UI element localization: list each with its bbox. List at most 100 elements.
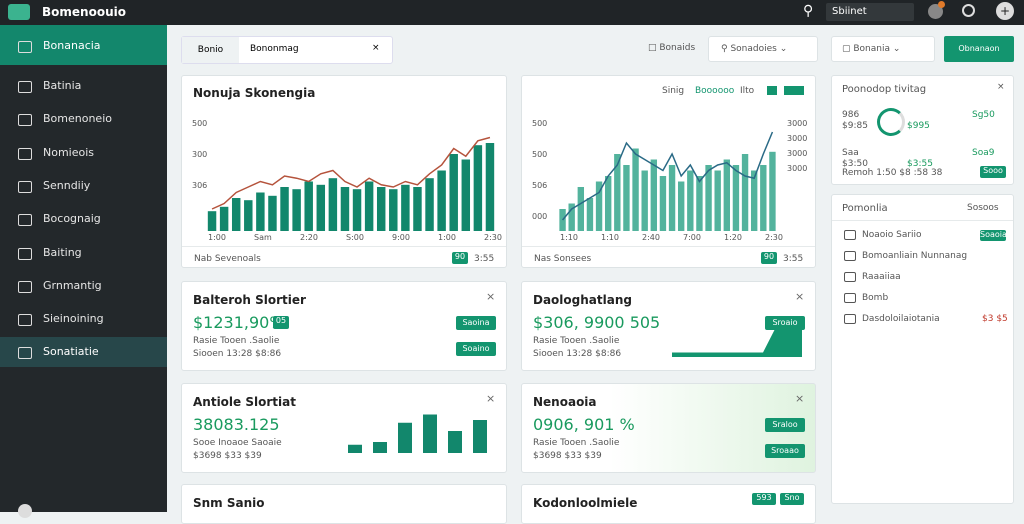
y-tick-label: 500 [532, 119, 547, 128]
panel-footer: Remoh 1:50 $8 :58 38 [842, 168, 943, 178]
card-button[interactable]: Soaino [456, 342, 496, 356]
card-detail: Sooe Inoaoe Saoaie [193, 438, 282, 448]
card-title: Nonuja Skonengia [193, 86, 316, 100]
close-icon[interactable]: × [486, 290, 496, 303]
y2-tick-label: 3000 [787, 119, 807, 128]
bar [769, 151, 776, 231]
list-item[interactable]: Dasdoloilaiotania [862, 314, 940, 324]
sidebar-item[interactable]: Grnmantig [0, 271, 167, 301]
sidebar-item[interactable]: Baiting [0, 238, 167, 268]
bar [623, 165, 630, 231]
sidebar-item[interactable]: Bomenoneio [0, 104, 167, 134]
bar [280, 187, 289, 231]
sidebar-item[interactable]: Sonatiatie [0, 337, 167, 368]
legend-swatch [767, 86, 777, 95]
sidebar-item-text: Batinia [43, 79, 82, 92]
card-button[interactable]: Sroaio [765, 316, 805, 330]
panel-value: $3:55 [907, 159, 933, 169]
sidebar-item[interactable]: Senndiiy [0, 171, 167, 201]
bar [292, 189, 301, 231]
list-item[interactable]: Bomoanliain Nunnanag [862, 251, 968, 261]
bar [568, 203, 575, 231]
sidebar-item[interactable]: Nomieois [0, 138, 167, 168]
card-title: Daologhatlang [533, 293, 632, 307]
dropdown[interactable]: ▢ Bonania ⌄ [831, 36, 935, 62]
card-button[interactable]: Sraloo [765, 418, 805, 432]
list-item[interactable]: Raaaiiaa [862, 272, 901, 282]
help-icon[interactable] [962, 4, 975, 17]
bar [268, 195, 277, 231]
sidebar-item-text: Grnmantig [43, 278, 102, 292]
sidebar-item[interactable]: Sieinoining [0, 304, 167, 334]
card-detail: $3698 $33 $39 [533, 451, 602, 461]
bar [741, 154, 749, 231]
bar [348, 444, 362, 453]
filter-text: Bonaids [659, 43, 696, 53]
bar [696, 176, 703, 231]
close-icon[interactable]: × [372, 43, 380, 53]
add-icon[interactable]: + [996, 2, 1014, 20]
x-tick-label: 1:00 [438, 233, 456, 241]
panel-value: $995 [907, 121, 930, 131]
bar [244, 200, 253, 231]
bar [677, 181, 685, 231]
bar [595, 181, 603, 231]
card-button[interactable]: Saoina [456, 316, 496, 330]
panel: Poonodop tivitag × 986 Sg50 $9:85 $995 Saa Soa9… [831, 75, 1014, 185]
list-icon [844, 272, 856, 282]
bar [304, 181, 313, 231]
bar [256, 192, 265, 231]
list-item[interactable]: Noaoio Sariio [862, 230, 922, 240]
card-detail: Rasie Tooen .Saolie [533, 438, 620, 448]
list-item[interactable]: Bomb [862, 293, 889, 303]
bar [231, 198, 241, 231]
card: Balteroh Slortier × $1231,90% 05 Rasie Tooen… [181, 281, 507, 371]
search-icon[interactable]: ⚲ [803, 3, 814, 19]
select[interactable]: ⚲ Sonadoies ⌄ [708, 36, 818, 62]
sidebar: Bonanacia Batinia Bomenoneio Nomieois Sennd… [0, 25, 167, 512]
bar [437, 170, 446, 231]
close-icon[interactable]: × [486, 392, 496, 405]
chart: 500 500 506 000 3000 3000 3000 3000 1:10 1:10 2:40… [532, 119, 807, 241]
panel-value: Sg50 [972, 110, 995, 120]
sidebar-header[interactable]: Bonanacia [0, 31, 167, 61]
panel-button[interactable]: Sooo [980, 166, 1006, 178]
bar [473, 145, 483, 231]
sidebar-item-text: Sonatiatie [43, 345, 99, 359]
close-icon[interactable]: × [997, 82, 1005, 92]
primary-button[interactable]: Obnanaon [944, 36, 1014, 62]
legend-swatch [784, 86, 804, 95]
sidebar-item[interactable]: Bocognaig [0, 204, 167, 234]
x-tick-label: S:00 [346, 233, 364, 241]
panel-title: Pomonlia [842, 203, 888, 214]
tabs: Bonio Bononmag × [181, 36, 393, 64]
card-footer: Nas Sonsees [534, 254, 592, 264]
close-icon[interactable]: × [795, 290, 805, 303]
chart-card: Sinig Boooooo Ilto Nas Sonsees 90 3:55 500 500 5… [521, 75, 816, 268]
card-footer-line [522, 246, 815, 247]
tab[interactable]: Bonio [182, 37, 239, 63]
panel-value: 986 [842, 110, 860, 120]
filter[interactable]: □ Bonaids [648, 43, 696, 53]
bar [389, 189, 398, 231]
bar [328, 178, 338, 231]
close-icon[interactable]: × [795, 392, 805, 405]
area-decoration [672, 327, 802, 357]
tab[interactable]: Bononmag [250, 44, 299, 54]
sidebar-item-text: Baiting [43, 245, 82, 259]
card-title: Nenoaoia [533, 395, 597, 409]
badge: 593 [752, 493, 776, 505]
sidebar-item[interactable]: Batinia [0, 71, 167, 101]
card-title: Balteroh Slortier [193, 293, 306, 307]
sidebar-item-text: Nomieois [43, 145, 95, 159]
list-button[interactable]: Soaoia [980, 230, 1007, 241]
card-button[interactable]: Sroaao [765, 444, 805, 458]
topbar: Bomenoouio ⚲ Sbiinet + [0, 0, 1024, 25]
card-detail: $3698 $33 $39 [193, 451, 262, 461]
bar [207, 211, 217, 231]
list-icon [844, 230, 856, 240]
search-box[interactable]: Sbiinet [826, 3, 914, 21]
chart-card: Nonuja Skonengia Nab Sevenoals 90 3:55 500 30… [181, 75, 507, 268]
bar [714, 170, 721, 231]
y-tick-label: 306 [192, 181, 207, 190]
